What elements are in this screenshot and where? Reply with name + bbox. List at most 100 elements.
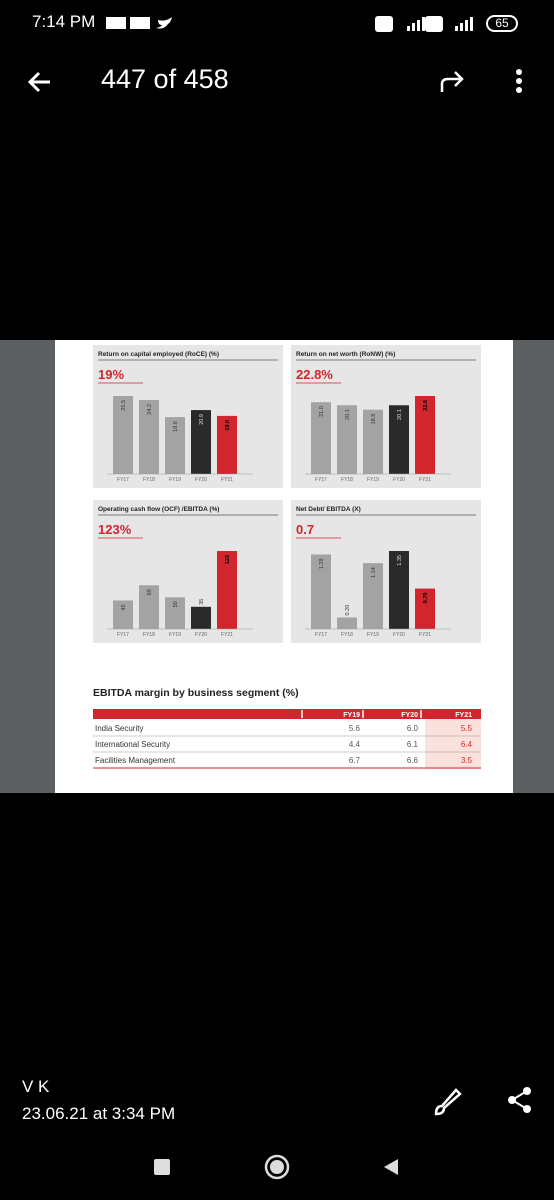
x-tick-label: FY17	[117, 632, 129, 638]
x-tick-label: FY20	[195, 632, 207, 638]
highlight-column	[425, 719, 481, 769]
bar	[165, 597, 185, 629]
chart-title: Net Debt/ EBITDA (X)	[296, 506, 361, 513]
table-header	[93, 709, 481, 719]
bar	[311, 402, 331, 474]
bar-value-label: 19.0	[225, 420, 231, 431]
x-tick-label: FY20	[393, 632, 405, 638]
table-cell: 4.4	[349, 740, 361, 749]
bar	[191, 410, 211, 474]
table-cell: 5.6	[349, 724, 361, 733]
bar	[363, 409, 383, 474]
bar-value-label: 21.0	[319, 406, 325, 417]
x-tick-label: FY18	[341, 632, 353, 638]
battery: 65	[486, 15, 518, 32]
chart-title: Return on capital employed (RoCE) (%)	[98, 351, 219, 358]
back-button[interactable]	[26, 68, 54, 96]
bar-value-label: 1.35	[397, 555, 403, 566]
x-tick-label: FY18	[341, 477, 353, 483]
share-button[interactable]	[506, 1086, 534, 1114]
bar-value-label: 22.8	[423, 400, 429, 411]
bar-value-label: 20.1	[345, 409, 351, 420]
chart-headline: 123%	[98, 522, 132, 537]
bar	[217, 415, 237, 474]
bar-value-label: 20.9	[199, 414, 205, 425]
x-tick-label: FY21	[221, 477, 233, 483]
share-forward-button[interactable]	[438, 68, 468, 96]
bar	[139, 585, 159, 629]
bar-value-label: 1.14	[371, 567, 377, 578]
bar-value-label: 18.6	[173, 421, 179, 432]
table-cell: 3.5	[461, 756, 473, 765]
nav-bar	[154, 1154, 398, 1180]
chart-headline: 19%	[98, 367, 124, 382]
status-time: 7:14 PM	[32, 12, 96, 31]
x-tick-label: FY18	[143, 632, 155, 638]
bar-value-label: 123	[225, 555, 231, 564]
row-label: Facilities Management	[95, 756, 176, 765]
chart-headline: 22.8%	[296, 367, 333, 382]
row-label: India Security	[95, 724, 143, 733]
chart-headline: 0.7	[296, 522, 314, 537]
x-tick-label: FY20	[393, 477, 405, 483]
bar	[363, 563, 383, 629]
edit-button[interactable]	[432, 1086, 464, 1118]
bar	[217, 551, 237, 629]
notification-icons	[106, 17, 172, 29]
x-tick-label: FY21	[221, 632, 233, 638]
x-tick-label: FY17	[315, 477, 327, 483]
bar	[415, 396, 435, 474]
x-tick-label: FY21	[419, 477, 431, 483]
signal-icons	[375, 16, 473, 32]
bar	[191, 606, 211, 629]
x-tick-label: FY18	[143, 477, 155, 483]
document-image: Return on capital employed (RoCE) (%) 19%…	[55, 340, 513, 793]
bar-value-label: 0.70	[423, 593, 429, 604]
bar	[337, 405, 357, 474]
bar-value-label: 1.29	[319, 558, 325, 569]
image-counter: 447 of 458	[101, 64, 229, 94]
x-tick-label: FY20	[195, 477, 207, 483]
nav-back-button[interactable]	[384, 1159, 398, 1175]
x-tick-label: FY21	[419, 632, 431, 638]
bar	[389, 405, 409, 474]
table-cell: 6.4	[461, 740, 473, 749]
x-tick-label: FY19	[367, 632, 379, 638]
bar-value-label: 35	[199, 599, 205, 605]
column-header: FY19	[343, 712, 360, 719]
column-header: FY21	[455, 712, 472, 719]
x-tick-label: FY17	[117, 477, 129, 483]
bar	[415, 588, 435, 629]
column-header: FY20	[401, 712, 418, 719]
table-cell: 6.7	[349, 756, 361, 765]
table-cell: 6.0	[407, 724, 419, 733]
bar	[139, 399, 159, 474]
chart-title: Operating cash flow (OCF) /EBITDA (%)	[98, 506, 219, 513]
table-cell: 5.5	[461, 724, 473, 733]
x-tick-label: FY17	[315, 632, 327, 638]
table-cell: 6.6	[407, 756, 419, 765]
bar-value-label: 69	[147, 589, 153, 595]
table-title: EBITDA margin by business segment (%)	[93, 687, 299, 699]
author: V K	[22, 1077, 50, 1096]
x-tick-label: FY19	[169, 477, 181, 483]
bar	[113, 600, 133, 629]
chart-title: Return on net worth (RoNW) (%)	[296, 351, 395, 358]
bar-value-label: 45	[121, 604, 127, 610]
more-button[interactable]	[512, 68, 526, 96]
table-cell: 6.1	[407, 740, 419, 749]
recents-button[interactable]	[154, 1159, 170, 1175]
bar-value-label: 18.8	[371, 414, 377, 425]
bar	[337, 617, 357, 629]
bar-value-label: 25.5	[121, 400, 127, 411]
x-tick-label: FY19	[367, 477, 379, 483]
bar-value-label: 50	[173, 601, 179, 607]
home-button[interactable]	[264, 1154, 290, 1180]
bar	[389, 551, 409, 629]
row-label: International Security	[95, 740, 170, 749]
bar	[165, 417, 185, 474]
bar-value-label: 24.2	[147, 404, 153, 415]
bar-value-label: 20.1	[397, 409, 403, 420]
bar	[113, 396, 133, 474]
